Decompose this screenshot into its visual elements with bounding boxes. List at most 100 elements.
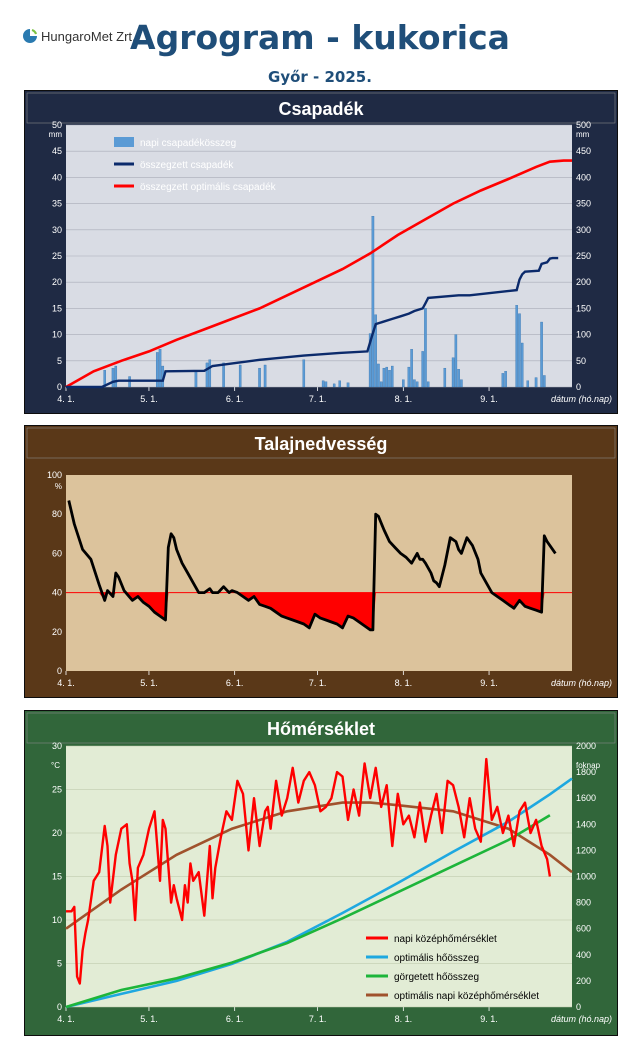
y-tick-label-right: 1600 xyxy=(576,793,596,803)
precip-bar xyxy=(263,364,267,388)
y-tick-label-left: 15 xyxy=(52,303,62,313)
precip-bar xyxy=(454,334,458,388)
rolling-heat-sum-line xyxy=(65,814,551,1009)
precipitation-panel: Csapadék 4. 1. 5. 1. 6. 1. 7. 1. 8. 1. 9. 1. dá… xyxy=(24,90,618,414)
cumulative-precip-line xyxy=(66,256,559,389)
precip-bar xyxy=(421,351,424,388)
x-tick-label: 5. 1. xyxy=(140,394,158,404)
y-tick-label-right: 400 xyxy=(576,950,591,960)
y-tick-label-right: 2000 xyxy=(576,741,596,751)
y-tick-label-right: 150 xyxy=(576,303,591,313)
precip-bar xyxy=(382,367,386,388)
y-tick-label-right: 100 xyxy=(576,330,591,340)
precip-bar xyxy=(368,333,372,388)
y-tick-label: 100 xyxy=(47,470,62,480)
precip-bar xyxy=(518,313,521,388)
x-tick-label: 8. 1. xyxy=(395,394,413,404)
x-axis-label: dátum (hó.nap) xyxy=(551,678,612,688)
precip-bar xyxy=(377,363,380,388)
precip-bar xyxy=(540,321,543,388)
y-tick-label-left: 30 xyxy=(52,741,62,751)
precip-bar xyxy=(407,366,411,388)
chart-title: Csapadék xyxy=(278,99,364,119)
precip-bar xyxy=(451,357,455,388)
precip-bar xyxy=(208,359,212,388)
legend-label: napi csapadékösszeg xyxy=(140,138,236,149)
precip-bar xyxy=(155,352,159,388)
y-tick-label-left: 40 xyxy=(52,172,62,182)
y-tick-label-left: 35 xyxy=(52,199,62,209)
y-tick-label: 40 xyxy=(52,588,62,598)
precip-bar xyxy=(413,379,416,388)
precip-bar xyxy=(460,379,463,388)
x-tick-label: 6. 1. xyxy=(226,678,244,688)
legend-swatch-bar xyxy=(114,137,134,147)
precip-bar xyxy=(371,216,375,388)
chart-title: Talajnedvesség xyxy=(255,434,388,454)
x-tick-label: 8. 1. xyxy=(395,1014,413,1024)
x-tick-label: 8. 1. xyxy=(395,678,413,688)
legend-label: összegzett optimális csapadék xyxy=(140,182,277,193)
precip-bar xyxy=(457,369,460,388)
title-band xyxy=(26,712,616,744)
y-tick-label-left: 25 xyxy=(52,785,62,795)
x-axis-label: dátum (hó.nap) xyxy=(551,394,612,404)
soil-moisture-line xyxy=(67,500,557,632)
precip-bar xyxy=(332,383,336,388)
y-tick-label-right: 800 xyxy=(576,898,591,908)
precip-bar xyxy=(426,381,430,388)
x-tick-label: 5. 1. xyxy=(140,1014,158,1024)
page-subtitle: Győr - 2025. xyxy=(268,68,372,86)
precipitation-chart: Csapadék 4. 1. 5. 1. 6. 1. 7. 1. 8. 1. 9. 1. dá… xyxy=(24,90,618,414)
precip-bar xyxy=(222,362,225,388)
y-tick-label-left: 20 xyxy=(52,828,62,838)
precip-bar xyxy=(258,367,261,388)
y-unit-left: mm xyxy=(49,130,63,139)
precip-bar xyxy=(321,380,325,388)
y-tick-label-left: 0 xyxy=(57,382,62,392)
legend-label: összegzett csapadék xyxy=(140,160,234,171)
precip-bar xyxy=(324,381,328,388)
precip-bar xyxy=(238,364,242,388)
title-band xyxy=(26,427,616,459)
precip-bar xyxy=(205,362,209,388)
y-tick-label-right: 500 xyxy=(576,120,591,130)
legend-label: görgetett hőösszeg xyxy=(394,972,479,983)
precip-bar xyxy=(346,382,350,388)
x-axis-label: dátum (hó.nap) xyxy=(551,1014,612,1024)
y-tick-label-left: 15 xyxy=(52,872,62,882)
y-tick-label-right: 300 xyxy=(576,225,591,235)
soil-moisture-chart: Talajnedvesség 4. 1. 5. 1. 6. 1. 7. 1. 8. 1. 9… xyxy=(24,425,618,698)
y-unit-left: °C xyxy=(51,761,60,770)
y-tick-label-left: 10 xyxy=(52,330,62,340)
logo-text: HungaroMet Zrt. xyxy=(41,28,136,44)
precip-bar xyxy=(410,349,413,388)
y-tick-label-right: 600 xyxy=(576,924,591,934)
legend-label: napi középhőmérséklet xyxy=(394,934,497,945)
precip-bar xyxy=(415,381,419,388)
y-tick-label-right: 450 xyxy=(576,146,591,156)
x-tick-label: 9. 1. xyxy=(480,678,498,688)
precip-bar xyxy=(443,367,447,388)
hungaromet-logo: HungaroMet Zrt. xyxy=(22,28,136,44)
y-unit: % xyxy=(55,482,62,491)
y-tick-label: 20 xyxy=(52,627,62,637)
y-tick-label-right: 350 xyxy=(576,199,591,209)
x-tick-label: 6. 1. xyxy=(226,394,244,404)
precip-bar xyxy=(520,342,524,388)
title-band xyxy=(26,92,616,124)
y-tick-label-left: 50 xyxy=(52,120,62,130)
y-unit-right: foknap xyxy=(576,761,601,770)
precip-bar xyxy=(534,377,538,388)
x-tick-label: 6. 1. xyxy=(226,1014,244,1024)
precip-bar xyxy=(543,375,546,388)
precip-bar xyxy=(391,365,394,388)
y-tick-label: 0 xyxy=(57,666,62,676)
precip-bar xyxy=(374,314,377,388)
y-tick-label-left: 30 xyxy=(52,225,62,235)
y-tick-label-left: 20 xyxy=(52,277,62,287)
y-tick-label: 60 xyxy=(52,548,62,558)
x-tick-label: 9. 1. xyxy=(480,1014,498,1024)
y-unit-right: mm xyxy=(576,130,590,139)
y-tick-label-right: 1200 xyxy=(576,845,596,855)
